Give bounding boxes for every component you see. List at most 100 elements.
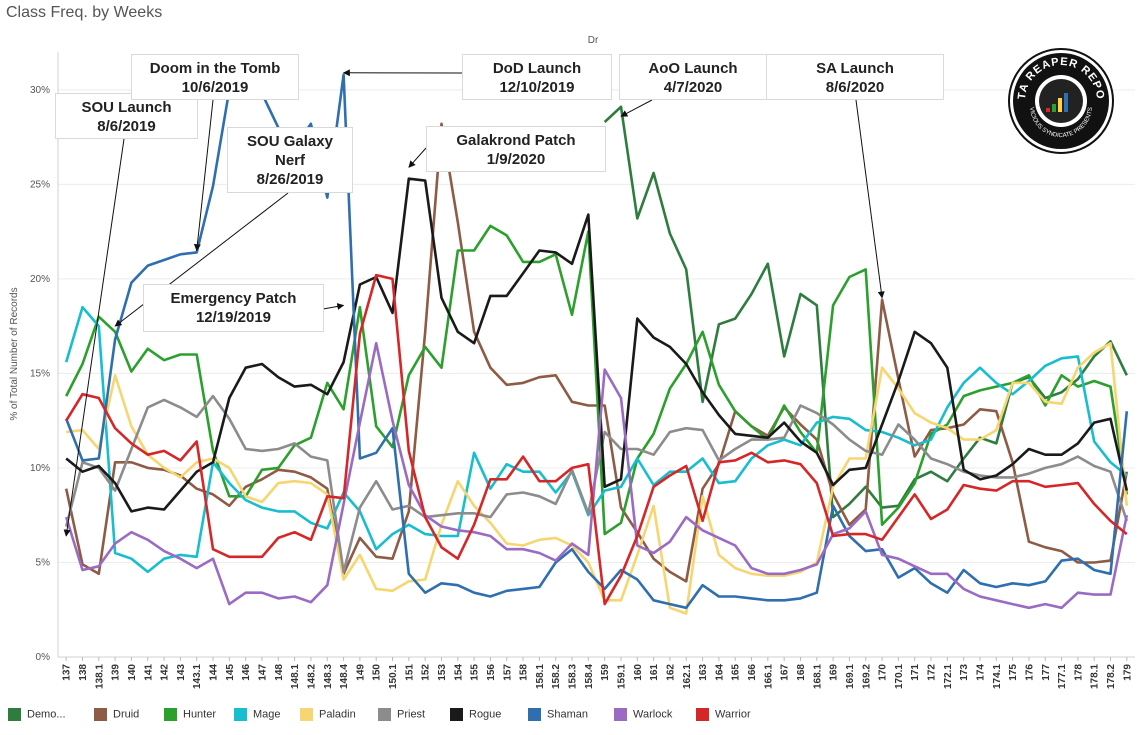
annotation-doom-in-the-tomb: Doom in the Tomb 10/6/2019 bbox=[131, 54, 299, 100]
legend-item-rogue[interactable]: Rogue bbox=[450, 708, 501, 728]
x-tick-label: 147 bbox=[257, 664, 268, 681]
annotation-sou-launch: SOU Launch 8/6/2019 bbox=[55, 93, 198, 139]
series-line-mage bbox=[64, 305, 1128, 574]
annotation-text: 1/9/2020 bbox=[486, 151, 546, 168]
x-tick-label: 154 bbox=[453, 664, 464, 681]
legend-item-demo[interactable]: Demo... bbox=[8, 708, 66, 728]
legend-item-mage[interactable]: Mage bbox=[234, 708, 281, 728]
legend-label: Warlock bbox=[633, 708, 673, 721]
annotation-galakrond-patch: Galakrond Patch 1/9/2020 bbox=[426, 126, 606, 172]
legend-swatch bbox=[528, 708, 541, 721]
x-tick-label: 166 bbox=[747, 664, 758, 681]
x-tick-label: 157 bbox=[502, 664, 513, 681]
legend-label: Priest bbox=[397, 708, 426, 721]
legend-swatch bbox=[94, 708, 107, 721]
x-tick-label: 162 bbox=[665, 664, 676, 681]
legend-item-hunter[interactable]: Hunter bbox=[164, 708, 216, 728]
chart-title: Class Freq. by Weeks bbox=[6, 4, 163, 21]
x-tick-label: 163 bbox=[698, 664, 709, 681]
x-tick-label: 168 bbox=[796, 664, 807, 681]
x-tick-label: 158 bbox=[519, 664, 530, 681]
legend-swatch bbox=[164, 708, 177, 721]
annotation-arrow bbox=[63, 138, 125, 537]
annotation-text: 8/6/2019 bbox=[97, 118, 156, 135]
annotation-dod-launch: DoD Launch 12/10/2019 bbox=[462, 54, 612, 100]
x-tick-label: 148.2 bbox=[306, 664, 317, 689]
x-tick-label: 172.1 bbox=[943, 664, 954, 689]
x-tick-label: 174 bbox=[975, 664, 986, 681]
annotation-text: SOU Launch bbox=[81, 99, 172, 116]
annotation-text: Nerf bbox=[274, 152, 305, 169]
x-tick-label: 139 bbox=[111, 664, 122, 681]
x-tick-label: 151 bbox=[404, 664, 415, 681]
annotation-text: 4/7/2020 bbox=[663, 79, 723, 96]
legend-swatch bbox=[378, 708, 391, 721]
x-tick-label: 168.1 bbox=[812, 664, 823, 689]
x-tick-label: 159 bbox=[600, 664, 611, 681]
x-tick-label: 148.1 bbox=[290, 664, 301, 689]
x-tick-label: 138 bbox=[78, 664, 89, 681]
legend-swatch bbox=[450, 708, 463, 721]
x-tick-label: 158.4 bbox=[584, 664, 595, 689]
annotation-arrow bbox=[193, 99, 214, 252]
x-tick-label: 177.1 bbox=[1057, 664, 1068, 689]
y-tick-label: 25% bbox=[30, 179, 50, 190]
annotation-text: Doom in the Tomb bbox=[149, 60, 281, 77]
x-tick-label: 149 bbox=[355, 664, 366, 681]
x-tick-label: 156 bbox=[486, 664, 497, 681]
annotation-arrow bbox=[855, 99, 885, 299]
annotation-text: 8/26/2019 bbox=[256, 171, 324, 188]
annotation-arrow bbox=[322, 303, 345, 310]
annotation-text: Galakrond Patch bbox=[456, 132, 576, 149]
x-tick-label: 176 bbox=[1024, 664, 1035, 681]
x-tick-label: 159.1 bbox=[616, 664, 627, 689]
legend-label: Rogue bbox=[469, 708, 502, 721]
legend-label: Warrior bbox=[715, 708, 751, 721]
legend-label: Paladin bbox=[319, 708, 356, 721]
x-tick-label: 152 bbox=[421, 664, 432, 681]
x-tick-label: 161 bbox=[649, 664, 660, 681]
legend-item-priest[interactable]: Priest bbox=[378, 708, 425, 728]
x-tick-label: 162.1 bbox=[682, 664, 693, 689]
legend-label: Hunter bbox=[183, 708, 217, 721]
annotation-text: 10/6/2019 bbox=[181, 79, 249, 96]
x-tick-label: 173 bbox=[959, 664, 970, 681]
x-tick-label: 179 bbox=[1122, 664, 1133, 681]
x-tick-label: 148.3 bbox=[323, 664, 334, 689]
series-line-demo bbox=[603, 105, 1128, 519]
x-tick-label: 142 bbox=[160, 664, 171, 681]
y-tick-label: 5% bbox=[36, 557, 51, 568]
x-tick-label: 148 bbox=[274, 664, 285, 681]
annotation-text: 8/6/2020 bbox=[825, 79, 885, 96]
legend-item-warlock[interactable]: Warlock bbox=[614, 708, 672, 728]
x-tick-label: 138.1 bbox=[94, 664, 105, 689]
x-tick-label: 170.1 bbox=[894, 664, 905, 689]
x-tick-label: 169.1 bbox=[845, 664, 856, 689]
legend-item-warrior[interactable]: Warrior bbox=[696, 708, 751, 728]
legend-item-paladin[interactable]: Paladin bbox=[300, 708, 356, 728]
annotation-sa-launch: SA Launch 8/6/2020 bbox=[766, 54, 944, 100]
x-tick-label: 178 bbox=[1073, 664, 1084, 681]
x-tick-label: 158.3 bbox=[568, 664, 579, 689]
legend-label: Mage bbox=[253, 708, 281, 721]
series-line-rogue bbox=[65, 177, 1129, 513]
x-tick-label: 158.1 bbox=[535, 664, 546, 689]
x-tick-label: 140 bbox=[127, 664, 138, 681]
x-tick-label: 155 bbox=[470, 664, 481, 681]
legend-item-druid[interactable]: Druid bbox=[94, 708, 139, 728]
y-tick-label: 30% bbox=[30, 85, 50, 96]
x-tick-label: 141 bbox=[143, 664, 154, 681]
x-tick-label: 175 bbox=[1008, 664, 1019, 681]
annotation-aoo-launch: AoO Launch 4/7/2020 bbox=[619, 54, 767, 100]
legend-swatch bbox=[614, 708, 627, 721]
y-tick-label: 20% bbox=[30, 274, 50, 285]
x-tick-label: 143.1 bbox=[192, 664, 203, 689]
x-tick-label: 170 bbox=[878, 664, 889, 681]
x-tick-label: 178.1 bbox=[1090, 664, 1101, 689]
header-label: Dr bbox=[588, 35, 599, 46]
x-tick-label: 158.2 bbox=[551, 664, 562, 689]
legend-item-shaman[interactable]: Shaman bbox=[528, 708, 588, 728]
x-tick-label: 167 bbox=[780, 664, 791, 681]
annotation-text: AoO Launch bbox=[648, 60, 738, 77]
annotation-text: 12/10/2019 bbox=[499, 79, 575, 96]
